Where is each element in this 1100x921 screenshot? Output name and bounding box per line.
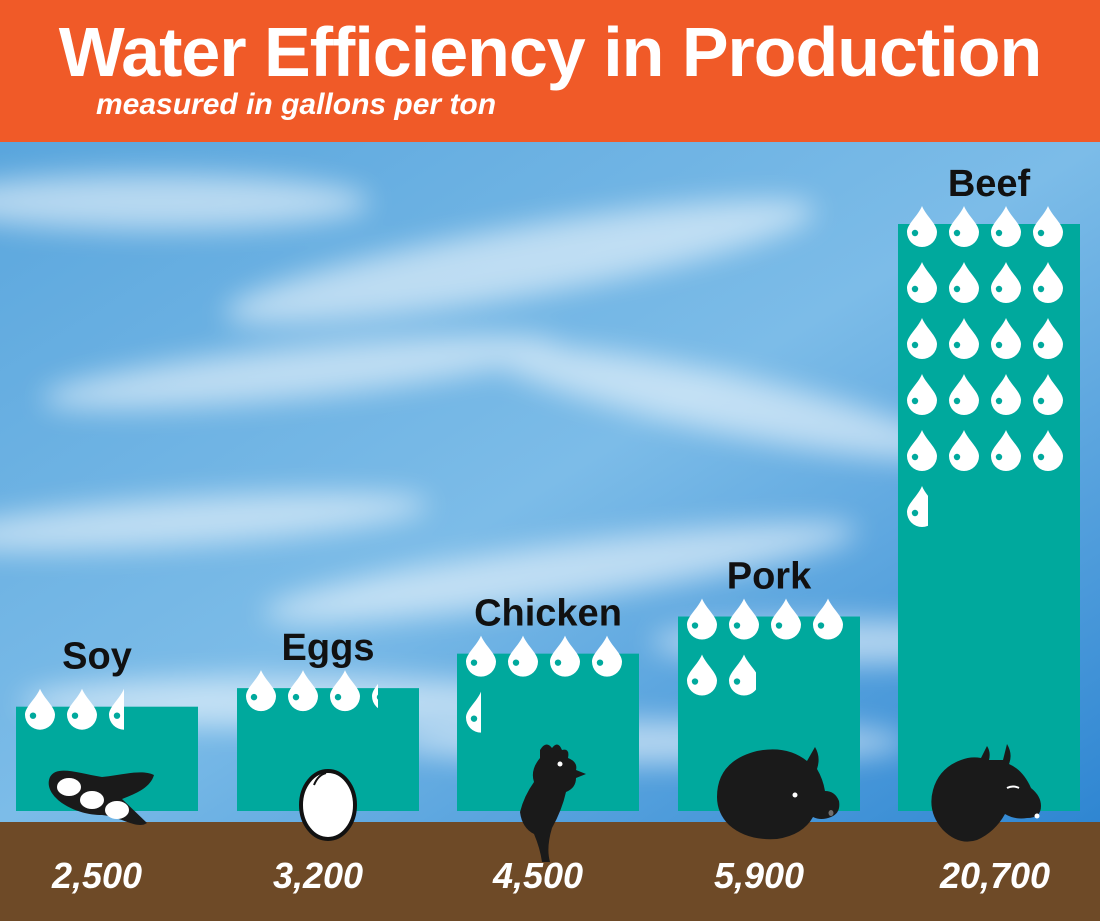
soybean-icon — [48, 770, 155, 826]
category-label-beef: Beef — [948, 163, 1031, 205]
drop-pork-2 — [729, 598, 759, 640]
drop-beef-2 — [949, 206, 979, 247]
category-label-eggs: Eggs — [282, 627, 375, 669]
drop-pork-4 — [813, 598, 843, 640]
drop-beef-7 — [991, 262, 1021, 303]
drop-beef-6 — [949, 262, 979, 303]
drop-eggs-1 — [246, 670, 276, 712]
drop-beef-3 — [991, 206, 1021, 247]
chart-title: Water Efficiency in Production — [58, 13, 1043, 91]
drop-chicken-3 — [550, 635, 580, 677]
value-label-chicken: 4,500 — [492, 855, 583, 896]
drop-beef-1 — [907, 206, 937, 247]
pig-icon — [717, 747, 840, 840]
drop-beef-14 — [949, 374, 979, 415]
value-label-pork: 5,900 — [714, 855, 804, 896]
chart-subtitle: measured in gallons per ton — [96, 88, 497, 121]
drop-beef-12 — [1033, 318, 1063, 359]
category-label-pork: Pork — [727, 556, 812, 598]
egg-icon — [299, 769, 357, 841]
drop-beef-15 — [991, 374, 1021, 415]
drop-beef-18 — [949, 430, 979, 471]
drop-beef-20 — [1033, 430, 1063, 471]
drop-soy-2 — [67, 688, 97, 730]
drop-pork-5 — [687, 654, 717, 696]
ground-strip — [0, 822, 1100, 921]
category-label-soy: Soy — [62, 636, 132, 678]
drop-chicken-4 — [592, 635, 622, 677]
drop-pork-3 — [771, 598, 801, 640]
drop-beef-21 — [907, 486, 928, 527]
drop-soy-3 — [109, 688, 124, 730]
cow-icon — [931, 744, 1041, 842]
drop-chicken-5 — [466, 691, 481, 733]
drop-beef-8 — [1033, 262, 1063, 303]
drop-beef-11 — [991, 318, 1021, 359]
drop-beef-4 — [1033, 206, 1063, 247]
drop-beef-13 — [907, 374, 937, 415]
drop-beef-5 — [907, 262, 937, 303]
drop-chicken-2 — [508, 635, 538, 677]
header-banner: Water Efficiency in Production measured … — [0, 0, 1100, 142]
drop-chicken-1 — [466, 635, 496, 677]
chicken-icon — [520, 744, 586, 862]
drop-eggs-2 — [288, 670, 318, 712]
drop-beef-17 — [907, 430, 937, 471]
drop-eggs-3 — [330, 670, 360, 712]
drop-eggs-4 — [372, 683, 378, 709]
drop-pork-6 — [729, 654, 756, 696]
drop-soy-1 — [25, 688, 55, 730]
drop-beef-10 — [949, 318, 979, 359]
value-label-beef: 20,700 — [939, 855, 1050, 896]
value-label-eggs: 3,200 — [273, 855, 363, 896]
drop-beef-16 — [1033, 374, 1063, 415]
drop-beef-9 — [907, 318, 937, 359]
category-label-chicken: Chicken — [474, 593, 622, 635]
drop-pork-1 — [687, 598, 717, 640]
drop-beef-19 — [991, 430, 1021, 471]
value-label-soy: 2,500 — [51, 855, 142, 896]
